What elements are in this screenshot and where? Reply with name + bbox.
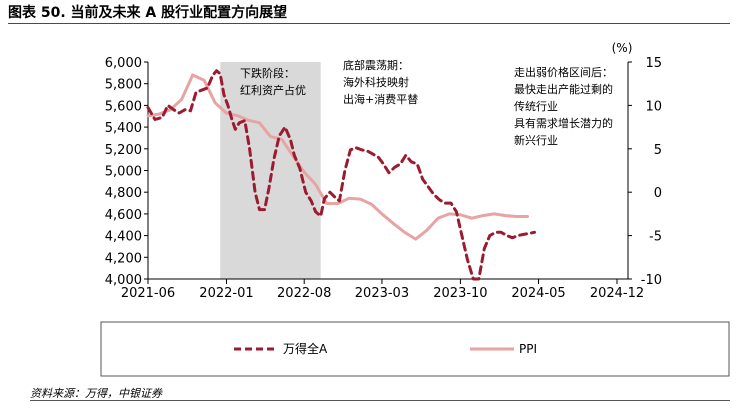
- left-tick-label: 4,600: [105, 208, 142, 223]
- title-divider: [8, 23, 730, 24]
- annotation-line: 海外科技映射: [343, 75, 409, 89]
- x-axis: 2021-06 2022-01 2022-08 2023-03 2023-10 2024-…: [121, 278, 644, 301]
- left-tick-label: 4,400: [105, 230, 142, 245]
- legend-label-ppi: PPI: [519, 342, 537, 356]
- x-tick-label: 2022-01: [199, 286, 253, 301]
- right-tick-label: 5: [654, 143, 662, 158]
- series-line-ppi: [146, 73, 529, 241]
- figure-title: 图表 50. 当前及未来 A 股行业配置方向展望: [8, 5, 288, 21]
- left-tick-label: 4,800: [105, 186, 142, 201]
- annotation-line: 传统行业: [514, 100, 558, 113]
- legend-box: [100, 321, 730, 377]
- source-note: 资料来源：万得，中银证券: [30, 387, 162, 400]
- left-tick-label: 5,000: [105, 165, 142, 180]
- annotation-line: 红利资产占优: [240, 83, 306, 97]
- right-tick-label: -10: [641, 273, 662, 288]
- left-tick-label: 4,200: [105, 251, 142, 266]
- annotation-line: 走出弱价格区间后：: [514, 65, 613, 79]
- left-tick-label: 4,000: [105, 273, 142, 288]
- right-axis: 15 10 5 0 -5 -10 (%): [612, 41, 662, 288]
- x-tick-label: 2021-06: [121, 286, 175, 301]
- right-tick-label: 10: [645, 99, 662, 114]
- annotation-line: 底部震荡期：: [343, 58, 409, 72]
- x-tick-label: 2024-05: [511, 286, 565, 301]
- annotation-line: 具有需求增长潜力的: [514, 116, 613, 130]
- series-layer: [146, 69, 536, 281]
- left-axis: 6,000 5,800 5,600 5,400 5,200 5,000 4,800 4,600…: [105, 56, 149, 288]
- left-tick-label: 5,400: [105, 121, 142, 136]
- x-tick-label: 2022-08: [277, 286, 331, 301]
- right-tick-label: 0: [654, 186, 662, 201]
- x-tick-label: 2023-03: [355, 286, 409, 301]
- annotation-line: 新兴行业: [514, 133, 558, 147]
- left-tick-label: 5,800: [105, 78, 142, 93]
- right-axis-unit: (%): [612, 41, 633, 55]
- left-tick-label: 6,000: [105, 56, 142, 71]
- x-tick-label: 2023-10: [433, 286, 487, 301]
- annotation-line: 最快走出产能过剩的: [514, 82, 613, 96]
- left-tick-label: 5,600: [105, 99, 142, 114]
- right-tick-label: -5: [649, 230, 662, 245]
- x-tick-label: 2024-12: [590, 286, 644, 301]
- annotation-line: 出海+消费平替: [343, 92, 418, 106]
- left-tick-label: 5,200: [105, 143, 142, 158]
- annotation-line: 下跌阶段：: [240, 66, 295, 80]
- series-line-wind-a: [146, 69, 536, 281]
- legend-label-wind-a: 万得全A: [283, 341, 328, 356]
- footer-divider: [30, 400, 730, 401]
- right-tick-label: 15: [645, 56, 662, 71]
